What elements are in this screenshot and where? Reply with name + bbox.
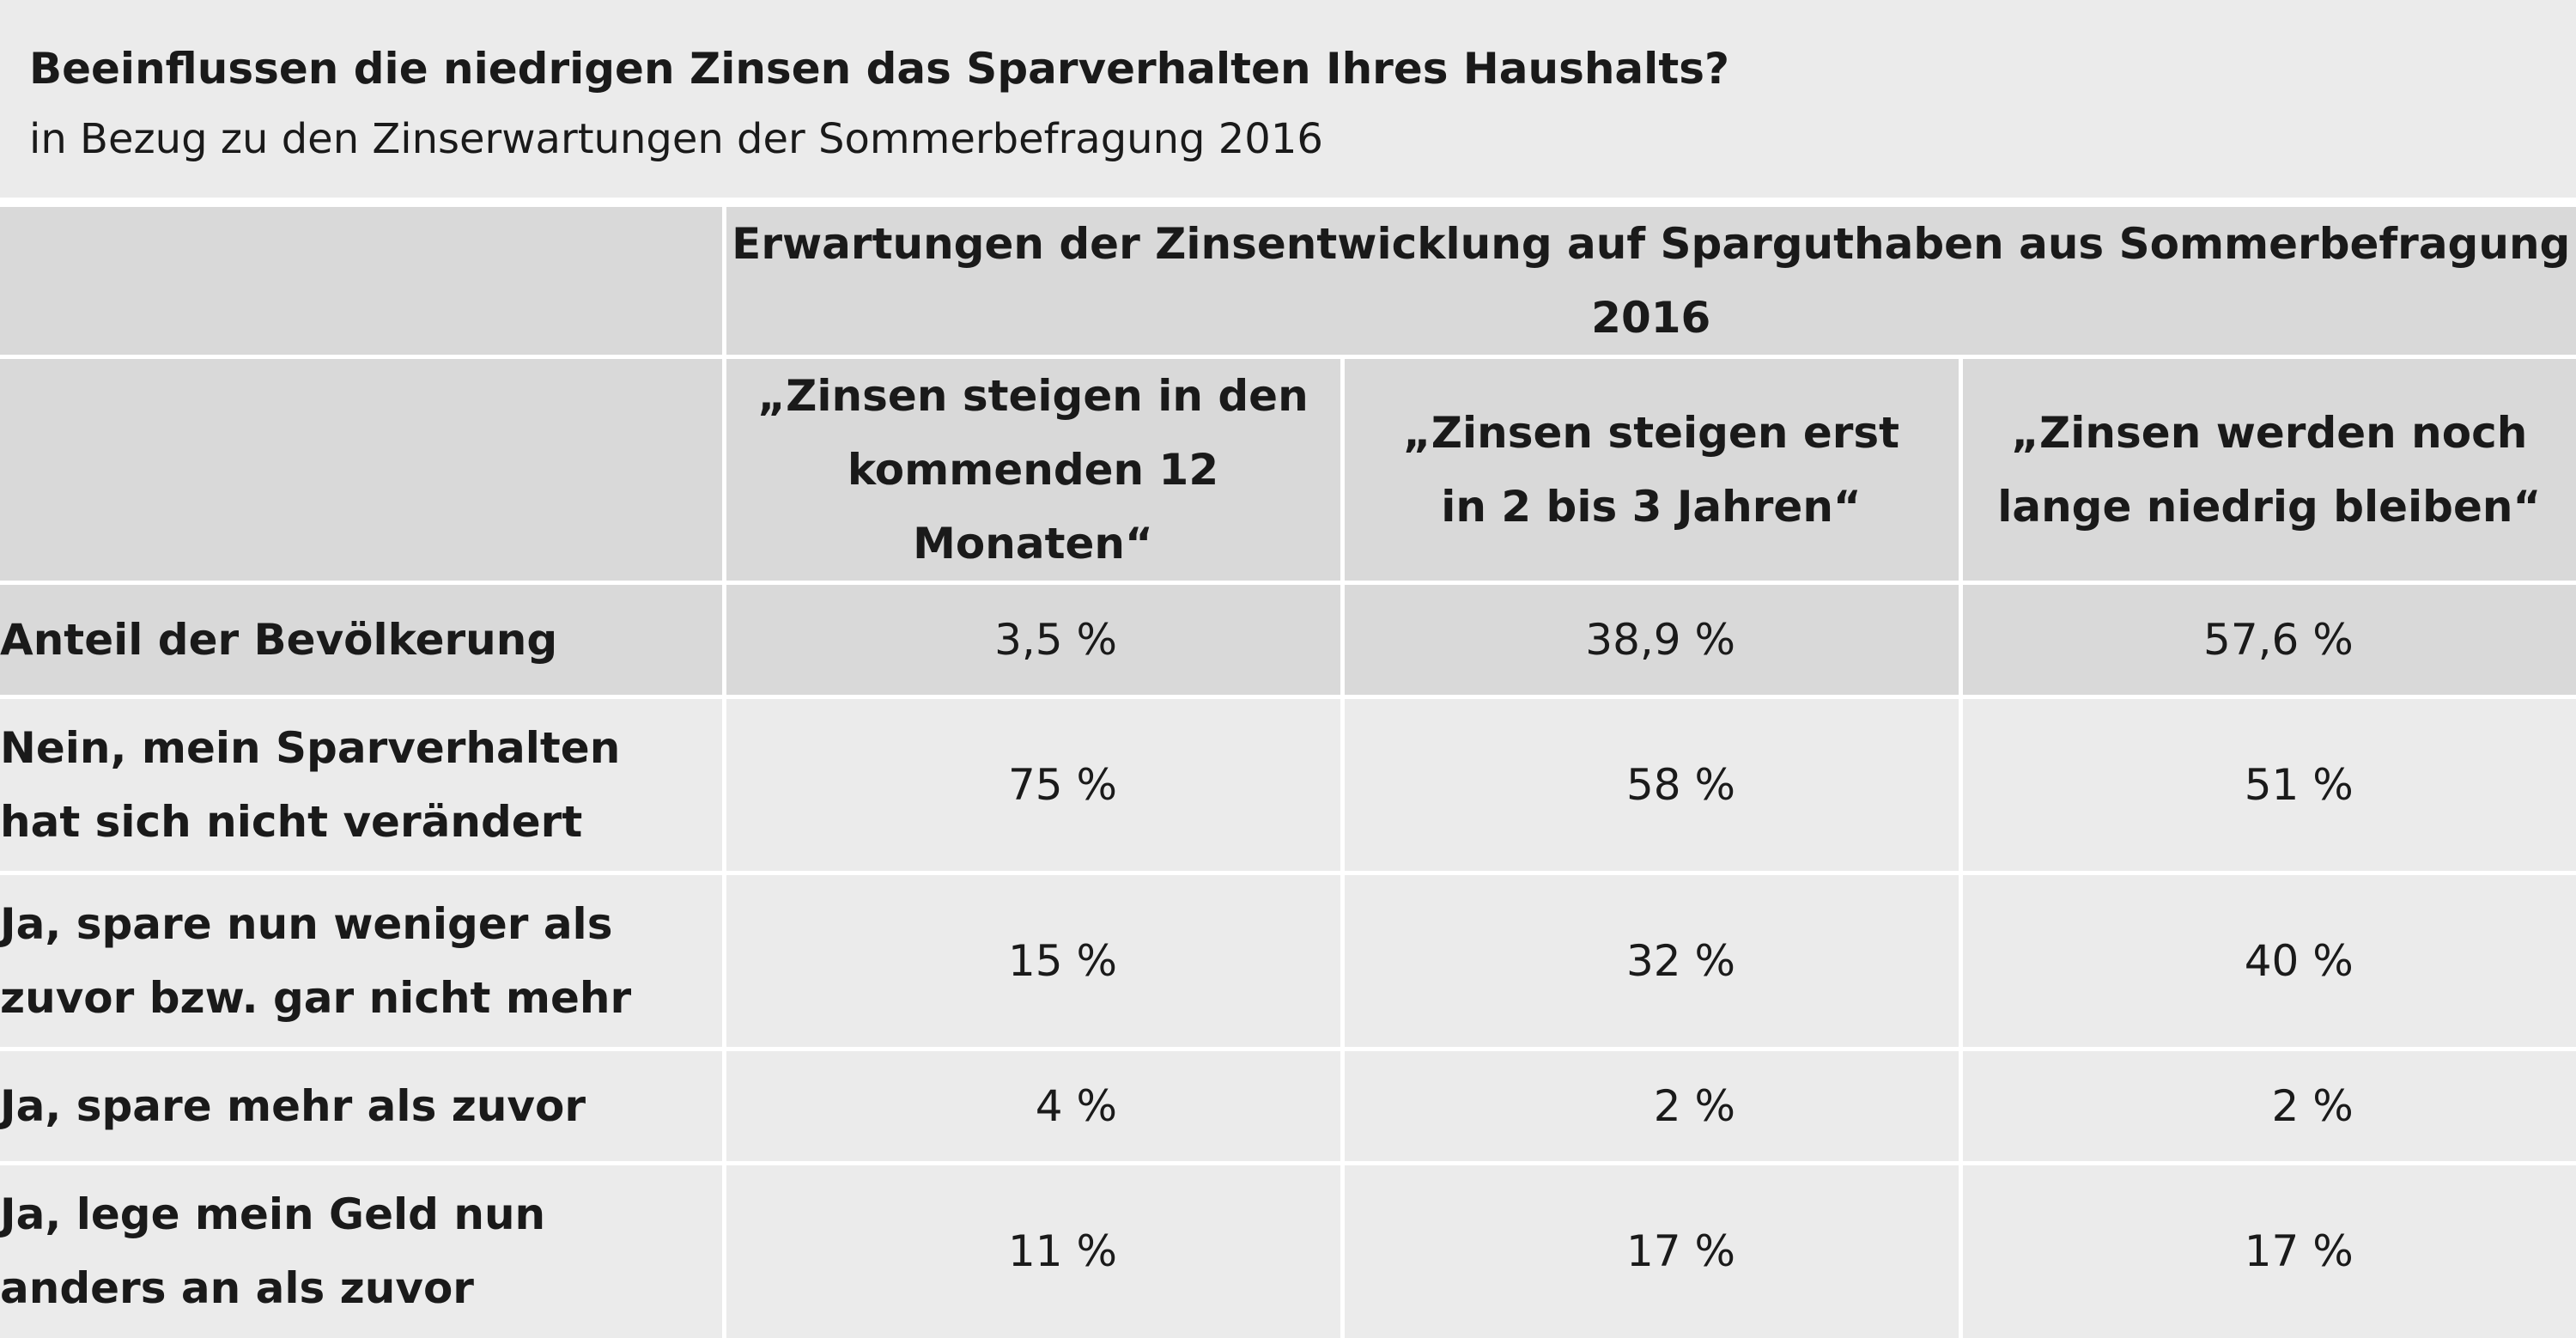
cell-value: 15 % xyxy=(1007,936,1117,986)
table-row: Ja, lege mein Geld nun anders an als zuvo… xyxy=(0,1161,2576,1338)
divider xyxy=(0,198,2576,207)
cell-value: 51 % xyxy=(2244,760,2354,810)
row-label-text: hat sich nicht verändert xyxy=(0,797,583,847)
table-cell: 40 % xyxy=(1958,871,2576,1051)
table-row: Anteil der Bevölkerung 3,5 % 38,9 % 57,6… xyxy=(0,581,2576,699)
table-cell: 57,6 % xyxy=(1958,581,2576,699)
group-header: Erwartungen der Zinsentwicklung auf Spar… xyxy=(721,207,2576,359)
column-header-line: in 2 bis 3 Jahren“ xyxy=(1441,482,1862,532)
row-label-text: Ja, lege mein Geld nun xyxy=(0,1189,546,1240)
row-label: Ja, spare nun weniger als zuvor bzw. gar … xyxy=(0,871,726,1051)
cell-value: 57,6 % xyxy=(2203,615,2354,665)
table-cell: 11 % xyxy=(721,1161,1345,1338)
column-header-line: lange niedrig bleiben“ xyxy=(1997,482,2542,532)
corner-cell xyxy=(0,355,726,585)
column-header-row: „Zinsen steigen in den kommenden 12 Monat… xyxy=(0,355,2576,585)
table-cell: 2 % xyxy=(1340,1047,1963,1165)
column-header-line: kommenden 12 Monaten“ xyxy=(847,445,1219,569)
survey-table: Erwartungen der Zinsentwicklung auf Spar… xyxy=(0,207,2576,1338)
cell-value: 58 % xyxy=(1625,760,1735,810)
table-title: Beeinflussen die niedrigen Zinsen das Sp… xyxy=(29,44,1729,94)
column-header: „Zinsen steigen erst in 2 bis 3 Jahren“ xyxy=(1340,355,1963,585)
cell-value: 11 % xyxy=(1007,1226,1117,1277)
row-label: Ja, spare mehr als zuvor xyxy=(0,1047,726,1165)
cell-value: 17 % xyxy=(1625,1226,1735,1277)
table-cell: 58 % xyxy=(1340,695,1963,875)
cell-value: 17 % xyxy=(2244,1226,2354,1277)
table-row: Ja, spare nun weniger als zuvor bzw. gar … xyxy=(0,871,2576,1051)
table-cell: 75 % xyxy=(721,695,1345,875)
column-header-line: „Zinsen werden noch xyxy=(2011,408,2528,458)
column-header: „Zinsen werden noch lange niedrig bleiben… xyxy=(1958,355,2576,585)
cell-value: 38,9 % xyxy=(1585,615,1735,665)
cell-value: 75 % xyxy=(1007,760,1117,810)
column-header-line: „Zinsen steigen erst xyxy=(1402,408,1900,458)
cell-value: 2 % xyxy=(2271,1081,2354,1131)
cell-value: 40 % xyxy=(2244,936,2354,986)
cell-value: 32 % xyxy=(1625,936,1735,986)
title-area: Beeinflussen die niedrigen Zinsen das Sp… xyxy=(0,0,2576,198)
table-cell: 51 % xyxy=(1958,695,2576,875)
table-cell: 15 % xyxy=(721,871,1345,1051)
table-row: Nein, mein Sparverhalten hat sich nicht v… xyxy=(0,695,2576,875)
row-label: Ja, lege mein Geld nun anders an als zuvo… xyxy=(0,1161,726,1338)
row-label-text: Ja, spare mehr als zuvor xyxy=(0,1081,586,1131)
row-label-text: Anteil der Bevölkerung xyxy=(0,615,558,665)
cell-value: 4 % xyxy=(1035,1081,1117,1131)
table-cell: 17 % xyxy=(1340,1161,1963,1338)
table-cell: 2 % xyxy=(1958,1047,2576,1165)
column-header-line: „Zinsen steigen in den xyxy=(757,371,1309,421)
table-cell: 38,9 % xyxy=(1340,581,1963,699)
cell-value: 3,5 % xyxy=(994,615,1117,665)
table-subtitle: in Bezug zu den Zinserwartungen der Somm… xyxy=(29,115,1323,163)
row-label-text: anders an als zuvor xyxy=(0,1263,474,1314)
row-label: Anteil der Bevölkerung xyxy=(0,581,726,699)
row-label-text: zuvor bzw. gar nicht mehr xyxy=(0,973,632,1023)
table-cell: 17 % xyxy=(1958,1161,2576,1338)
row-label-text: Nein, mein Sparverhalten xyxy=(0,723,621,773)
row-label: Nein, mein Sparverhalten hat sich nicht v… xyxy=(0,695,726,875)
table-row: Ja, spare mehr als zuvor 4 % 2 % 2 % xyxy=(0,1047,2576,1165)
group-header-row: Erwartungen der Zinsentwicklung auf Spar… xyxy=(0,207,2576,359)
table-cell: 4 % xyxy=(721,1047,1345,1165)
row-label-text: Ja, spare nun weniger als xyxy=(0,899,613,949)
table-cell: 32 % xyxy=(1340,871,1963,1051)
corner-cell xyxy=(0,207,726,359)
column-header: „Zinsen steigen in den kommenden 12 Monat… xyxy=(721,355,1345,585)
table-cell: 3,5 % xyxy=(721,581,1345,699)
cell-value: 2 % xyxy=(1653,1081,1735,1131)
